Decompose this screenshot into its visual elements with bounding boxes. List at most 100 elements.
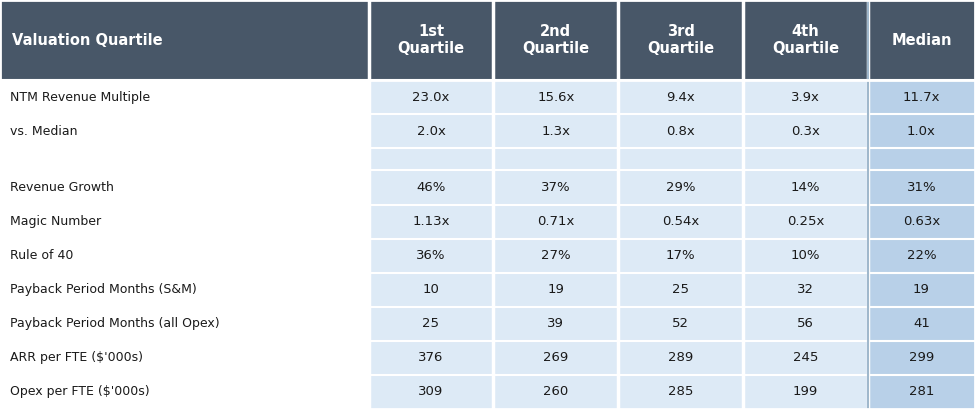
Bar — [493, 375, 618, 409]
Text: 27%: 27% — [541, 249, 570, 262]
Text: 4th
Quartile: 4th Quartile — [772, 24, 838, 56]
Bar — [369, 148, 493, 171]
Bar — [868, 307, 975, 341]
Text: 199: 199 — [793, 385, 818, 398]
Text: 1.3x: 1.3x — [541, 125, 570, 138]
Text: 0.3x: 0.3x — [791, 125, 820, 138]
Bar — [369, 80, 493, 114]
Text: 281: 281 — [909, 385, 934, 398]
Bar — [868, 148, 975, 171]
Bar — [493, 204, 618, 238]
Bar — [369, 204, 493, 238]
Bar — [369, 307, 493, 341]
Bar — [369, 341, 493, 375]
Bar — [0, 273, 369, 307]
Bar — [0, 0, 369, 80]
Text: Revenue Growth: Revenue Growth — [10, 181, 114, 194]
Bar — [369, 375, 493, 409]
Text: 1.13x: 1.13x — [412, 215, 449, 228]
Text: 56: 56 — [797, 317, 814, 330]
Bar — [743, 375, 868, 409]
Bar — [0, 341, 369, 375]
Text: 0.8x: 0.8x — [666, 125, 695, 138]
Bar — [618, 273, 743, 307]
Text: 1.0x: 1.0x — [907, 125, 936, 138]
Bar — [743, 114, 868, 148]
Bar — [0, 148, 369, 171]
Bar — [618, 171, 743, 204]
Text: 0.25x: 0.25x — [787, 215, 824, 228]
Bar — [493, 80, 618, 114]
Text: 289: 289 — [668, 351, 693, 364]
Text: 19: 19 — [913, 283, 930, 296]
Bar — [743, 307, 868, 341]
Text: 299: 299 — [909, 351, 934, 364]
Text: 41: 41 — [913, 317, 930, 330]
Bar — [868, 171, 975, 204]
Bar — [618, 341, 743, 375]
Bar — [743, 273, 868, 307]
Text: 285: 285 — [668, 385, 693, 398]
Text: 52: 52 — [672, 317, 689, 330]
Bar — [868, 114, 975, 148]
Bar — [493, 114, 618, 148]
Text: 31%: 31% — [907, 181, 936, 194]
Text: 3rd
Quartile: 3rd Quartile — [647, 24, 714, 56]
Bar — [743, 80, 868, 114]
Text: Median: Median — [891, 33, 952, 47]
Bar — [743, 0, 868, 80]
Text: ARR per FTE ($'000s): ARR per FTE ($'000s) — [10, 351, 142, 364]
Bar — [618, 80, 743, 114]
Text: Payback Period Months (all Opex): Payback Period Months (all Opex) — [10, 317, 219, 330]
Bar — [618, 148, 743, 171]
Text: 1st
Quartile: 1st Quartile — [398, 24, 464, 56]
Bar — [493, 238, 618, 273]
Text: 32: 32 — [797, 283, 814, 296]
Bar — [868, 341, 975, 375]
Bar — [0, 307, 369, 341]
Bar — [0, 171, 369, 204]
Text: 17%: 17% — [666, 249, 695, 262]
Text: 376: 376 — [418, 351, 444, 364]
Bar — [0, 80, 369, 114]
Text: Payback Period Months (S&M): Payback Period Months (S&M) — [10, 283, 197, 296]
Bar — [369, 114, 493, 148]
Text: vs. Median: vs. Median — [10, 125, 77, 138]
Text: 2.0x: 2.0x — [416, 125, 446, 138]
Bar — [0, 238, 369, 273]
Bar — [618, 307, 743, 341]
Text: 10: 10 — [422, 283, 440, 296]
Bar — [743, 341, 868, 375]
Text: 269: 269 — [543, 351, 568, 364]
Text: 22%: 22% — [907, 249, 936, 262]
Bar — [868, 238, 975, 273]
Bar — [743, 171, 868, 204]
Text: Opex per FTE ($'000s): Opex per FTE ($'000s) — [10, 385, 149, 398]
Text: NTM Revenue Multiple: NTM Revenue Multiple — [10, 91, 150, 104]
Bar — [369, 273, 493, 307]
Bar — [618, 114, 743, 148]
Bar — [618, 238, 743, 273]
Text: 36%: 36% — [416, 249, 446, 262]
Text: 46%: 46% — [416, 181, 446, 194]
Bar — [618, 204, 743, 238]
Text: 25: 25 — [672, 283, 689, 296]
Bar — [868, 0, 975, 80]
Text: Magic Number: Magic Number — [10, 215, 100, 228]
Text: 3.9x: 3.9x — [791, 91, 820, 104]
Bar — [369, 238, 493, 273]
Text: 29%: 29% — [666, 181, 695, 194]
Text: 25: 25 — [422, 317, 440, 330]
Text: 245: 245 — [793, 351, 818, 364]
Text: 309: 309 — [418, 385, 444, 398]
Bar — [493, 148, 618, 171]
Text: 260: 260 — [543, 385, 568, 398]
Text: 0.63x: 0.63x — [903, 215, 940, 228]
Bar — [493, 0, 618, 80]
Text: 14%: 14% — [791, 181, 820, 194]
Bar — [868, 204, 975, 238]
Bar — [868, 273, 975, 307]
Bar — [0, 114, 369, 148]
Bar — [493, 171, 618, 204]
Bar — [743, 148, 868, 171]
